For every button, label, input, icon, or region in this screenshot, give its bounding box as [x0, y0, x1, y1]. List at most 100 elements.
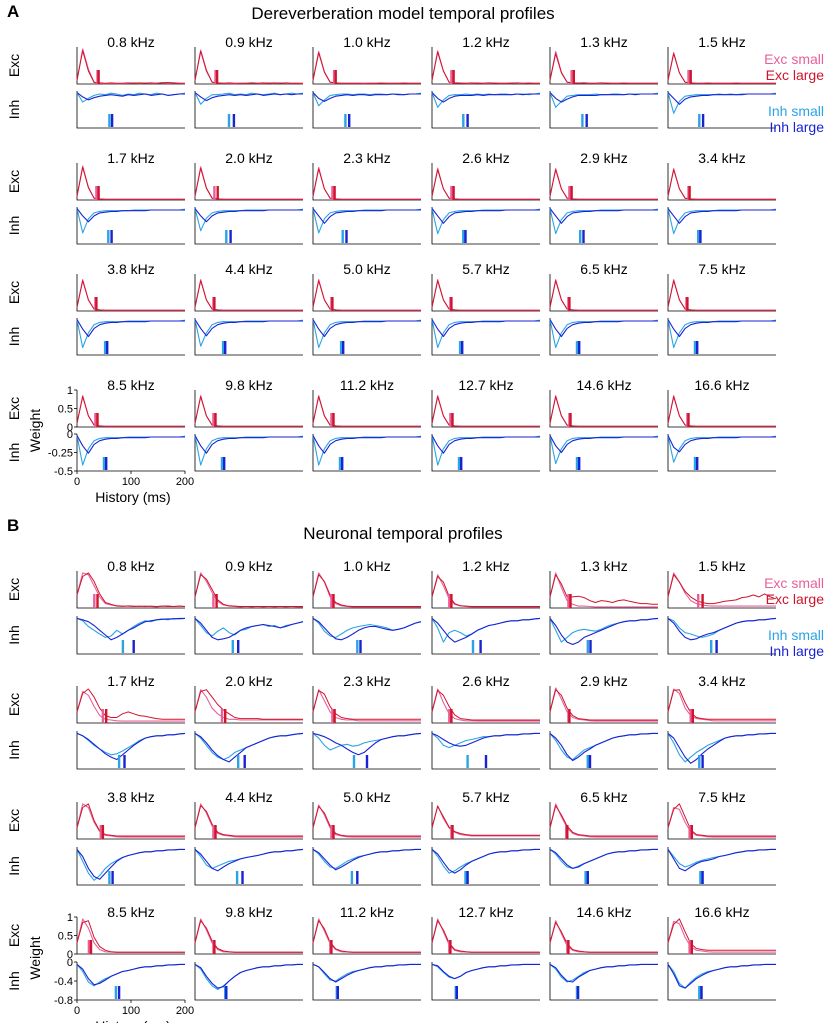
- inh-small-line: [76, 617, 186, 638]
- exc-small-marker: [94, 413, 97, 427]
- panel-title-a: Dereverberation model temporal profiles: [251, 4, 554, 23]
- exc-large-marker: [451, 413, 454, 427]
- exc-large-marker: [96, 594, 99, 608]
- exc-large-marker: [330, 940, 333, 954]
- freq-label: 2.9 kHz: [580, 150, 627, 166]
- row-label-exc: Exc: [6, 54, 22, 77]
- exc-axes: [549, 802, 658, 840]
- exc-small-line: [667, 168, 776, 200]
- inh-small-line: [312, 848, 421, 869]
- inh-large-marker: [342, 341, 345, 354]
- exc-large-line: [194, 689, 303, 720]
- inh-small-marker: [575, 457, 579, 470]
- inh-large-line: [194, 319, 303, 337]
- freq-label: 5.7 kHz: [462, 261, 509, 277]
- exc-large-marker: [452, 186, 455, 200]
- exc-axes: [667, 47, 776, 85]
- exc-axes: [667, 571, 776, 609]
- exc-small-marker: [449, 413, 452, 427]
- row-label-inh: Inh: [6, 327, 22, 346]
- exc-axes: [549, 163, 658, 201]
- inh-large-marker: [582, 230, 585, 243]
- exc-large-line: [194, 920, 303, 953]
- row-label-inh: Inh: [6, 100, 22, 119]
- row-label-exc: Exc: [6, 170, 22, 193]
- inh-ytick-label: -0.8: [54, 995, 73, 1007]
- inh-small-line: [431, 617, 541, 643]
- exc-axes: [194, 917, 303, 955]
- exc-large-marker: [331, 297, 334, 311]
- exc-small-line: [667, 279, 776, 311]
- exc-small-line: [76, 690, 185, 722]
- exc-axes: [667, 686, 776, 724]
- inh-small-marker: [356, 640, 359, 653]
- subplot-1-13: 4.4 kHz: [194, 789, 304, 886]
- exc-large-marker: [690, 825, 693, 839]
- exc-axes: [431, 802, 540, 840]
- exc-large-line: [431, 51, 540, 84]
- inh-large-line: [312, 435, 421, 454]
- inh-small-marker: [352, 755, 356, 768]
- inh-large-line: [549, 617, 659, 646]
- inh-small-marker: [710, 640, 713, 653]
- exc-small-line: [194, 395, 303, 427]
- inh-axes: [431, 318, 540, 356]
- subplot-0-17: 7.5 kHz: [667, 261, 777, 356]
- exc-large-marker: [214, 413, 217, 427]
- legend-inh-small: Inh small: [768, 627, 824, 643]
- subplot-0-6: 1.7 kHz: [76, 150, 186, 245]
- freq-label: 11.2 kHz: [340, 904, 394, 920]
- freq-label: 2.9 kHz: [580, 673, 627, 689]
- subplot-1-4: 1.3 kHz: [549, 558, 659, 655]
- row-label-inh: Inh: [6, 625, 22, 644]
- inh-small-line: [667, 208, 777, 235]
- inh-small-line: [76, 208, 186, 234]
- subplot-0-23: 16.6 kHz: [667, 377, 777, 472]
- exc-axes: [194, 274, 303, 312]
- exc-large-line: [312, 280, 421, 311]
- inh-axes: [312, 847, 421, 886]
- inh-large-marker: [484, 755, 488, 768]
- exc-axes: [194, 571, 303, 609]
- exc-ytick-label: 0: [67, 422, 73, 434]
- legend-exc-large: Exc large: [766, 591, 825, 607]
- freq-label: 1.5 kHz: [698, 34, 745, 50]
- exc-small-marker: [448, 594, 451, 608]
- exc-large-marker: [215, 70, 219, 84]
- subplot-1-17: 7.5 kHz: [667, 789, 776, 886]
- inh-small-line: [312, 319, 422, 349]
- freq-label: 3.4 kHz: [698, 150, 745, 166]
- inh-large-line: [549, 435, 658, 454]
- freq-label: 8.5 kHz: [107, 377, 154, 393]
- exc-small-line: [194, 166, 303, 200]
- subplot-1-5: 1.5 kHz: [667, 558, 777, 655]
- inh-axes: [194, 962, 303, 1001]
- inh-axes: [312, 962, 421, 1001]
- legend-exc-large: Exc large: [766, 67, 825, 83]
- x-axis-label: History (ms): [95, 1018, 170, 1023]
- exc-axes: [76, 163, 185, 201]
- inh-large-line: [667, 208, 776, 224]
- freq-label: 0.8 kHz: [107, 558, 154, 574]
- inh-large-marker: [699, 230, 702, 243]
- inh-large-line: [549, 732, 658, 762]
- inh-large-line: [431, 848, 540, 874]
- exc-large-line: [76, 688, 185, 720]
- exc-large-marker: [332, 594, 335, 608]
- inh-small-marker: [586, 640, 589, 653]
- inh-small-line: [194, 208, 304, 232]
- exc-large-marker: [89, 940, 93, 954]
- inh-axes: [194, 731, 303, 770]
- xtick-label: 200: [176, 1005, 194, 1017]
- exc-large-marker: [570, 186, 573, 200]
- exc-axes: [194, 390, 303, 428]
- exc-large-marker: [97, 186, 100, 200]
- exc-small-line: [549, 168, 658, 200]
- subplot-1-3: 1.2 kHz: [431, 558, 541, 655]
- freq-label: 1.2 kHz: [462, 558, 509, 574]
- freq-label: 9.8 kHz: [225, 377, 272, 393]
- exc-axes: [312, 274, 421, 312]
- inh-large-marker: [578, 341, 581, 354]
- exc-large-line: [312, 168, 421, 200]
- exc-small-line: [312, 279, 421, 311]
